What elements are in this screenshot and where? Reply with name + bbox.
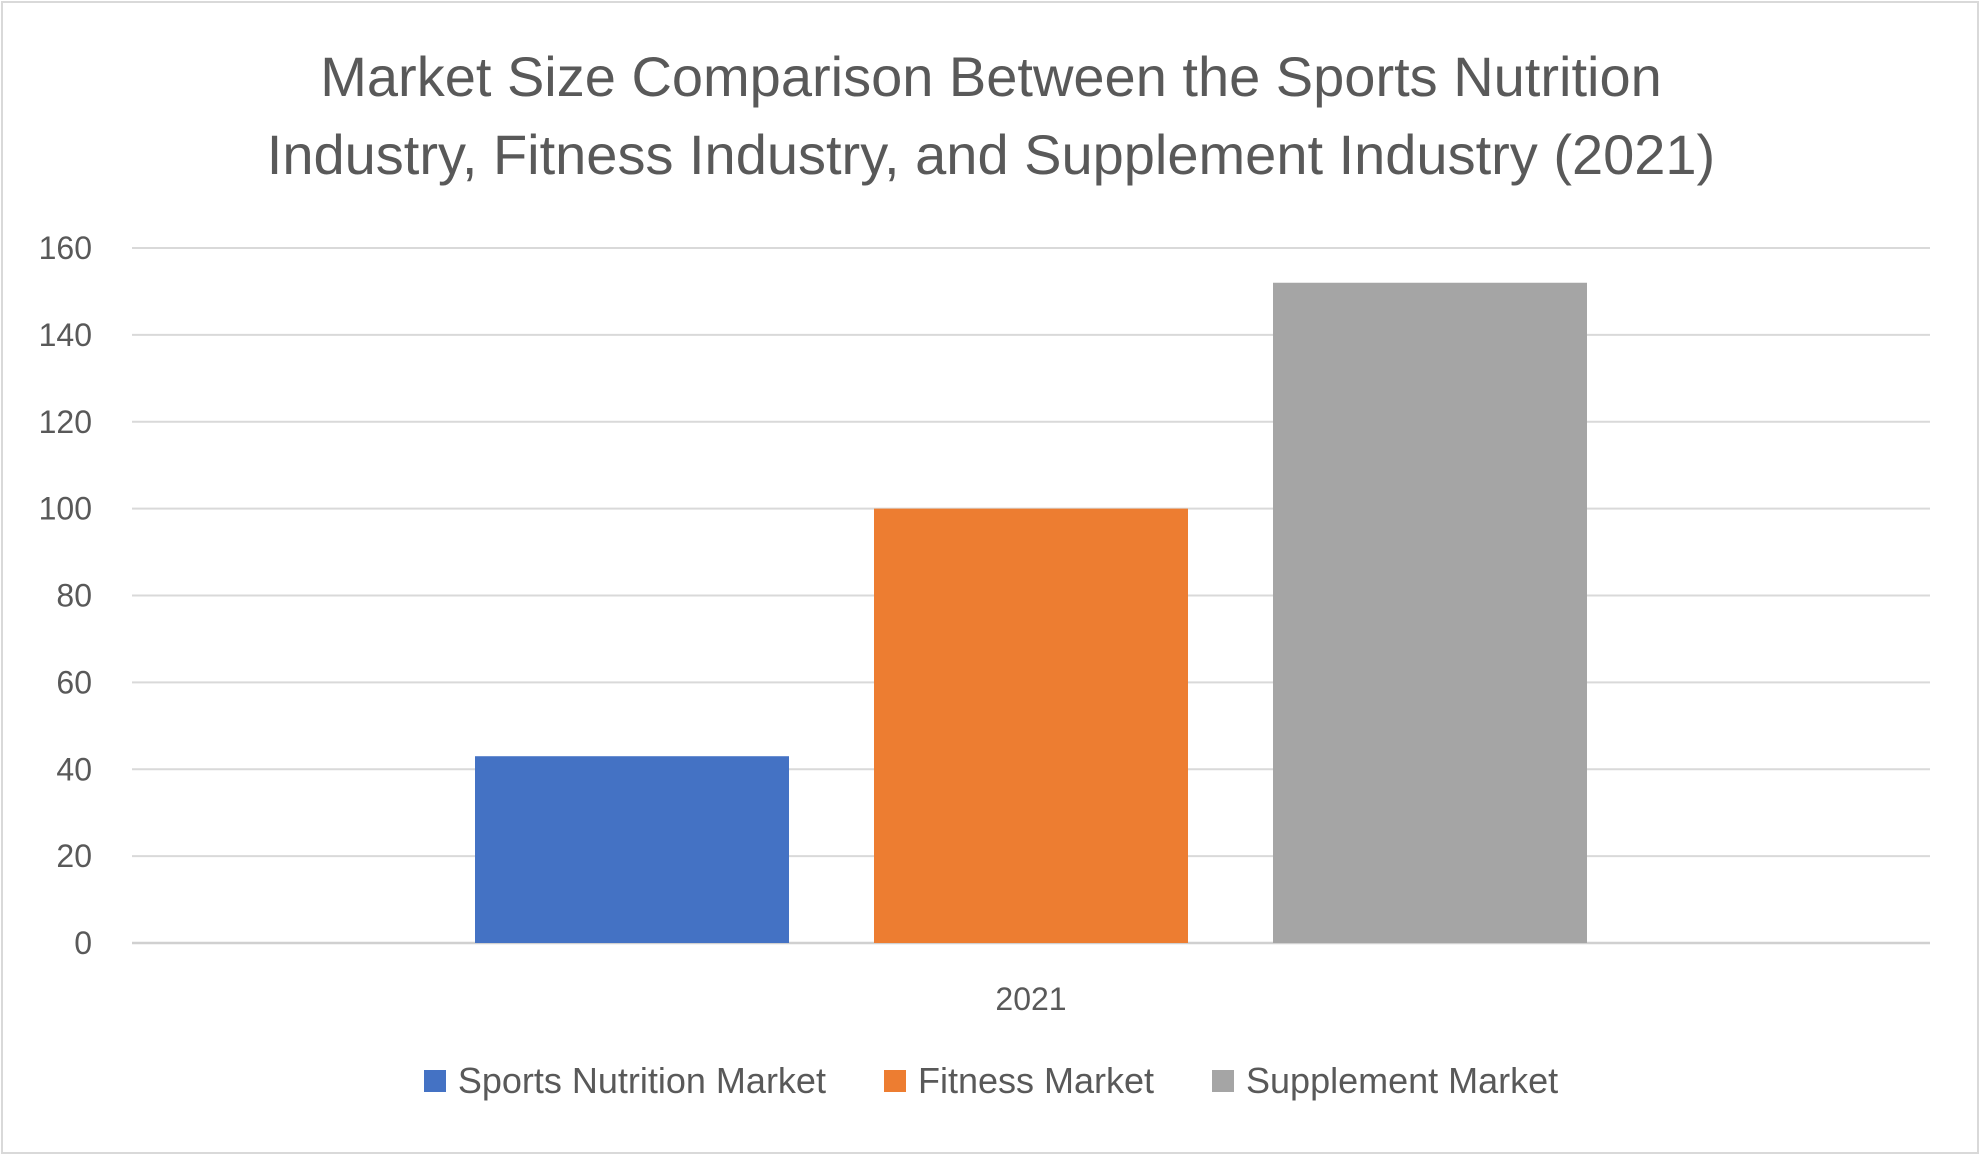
- legend-item: Supplement Market: [1212, 1060, 1558, 1102]
- y-tick-label: 100: [39, 491, 92, 527]
- legend-item: Sports Nutrition Market: [423, 1060, 826, 1102]
- y-tick-label: 40: [56, 751, 92, 787]
- chart-title-line-1: Market Size Comparison Between the Sport…: [320, 45, 1662, 108]
- x-tick-label: 2021: [995, 981, 1066, 1017]
- bar-fitness-market: [874, 508, 1188, 943]
- legend-swatch: [1212, 1070, 1235, 1092]
- y-tick-label: 120: [39, 404, 92, 440]
- legend-label: Sports Nutrition Market: [457, 1060, 826, 1101]
- bar-supplement-market: [1273, 282, 1587, 943]
- legend-label: Supplement Market: [1246, 1060, 1559, 1101]
- legend-swatch: [423, 1070, 446, 1092]
- chart-legend: Sports Nutrition Market Fitness Market Sup…: [0, 1060, 1982, 1102]
- y-tick-label: 80: [56, 578, 92, 614]
- legend-swatch: [883, 1070, 906, 1092]
- chart-title-line-2: Industry, Fitness Industry, and Suppleme…: [266, 123, 1716, 186]
- y-tick-label: 20: [56, 838, 92, 874]
- y-tick-label: 0: [74, 925, 92, 961]
- y-tick-label: 140: [39, 317, 92, 353]
- bar-sports-nutrition-market: [475, 756, 789, 943]
- legend-label: Fitness Market: [917, 1060, 1155, 1101]
- chart-title: Market Size Comparison Between the Sport…: [0, 38, 1982, 194]
- legend-item: Fitness Market: [883, 1060, 1155, 1102]
- y-tick-label: 60: [56, 664, 92, 700]
- y-tick-label: 160: [39, 230, 92, 266]
